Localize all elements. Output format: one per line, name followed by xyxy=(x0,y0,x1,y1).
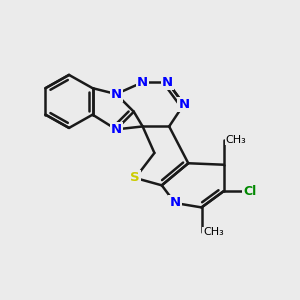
Text: S: S xyxy=(130,172,140,184)
Text: N: N xyxy=(111,88,122,100)
Text: N: N xyxy=(169,196,181,209)
Text: N: N xyxy=(178,98,189,111)
Text: CH₃: CH₃ xyxy=(225,135,246,145)
Text: Cl: Cl xyxy=(244,185,257,198)
Text: N: N xyxy=(137,76,148,89)
Text: CH₃: CH₃ xyxy=(203,227,224,237)
Text: N: N xyxy=(162,76,173,89)
Text: N: N xyxy=(111,123,122,136)
